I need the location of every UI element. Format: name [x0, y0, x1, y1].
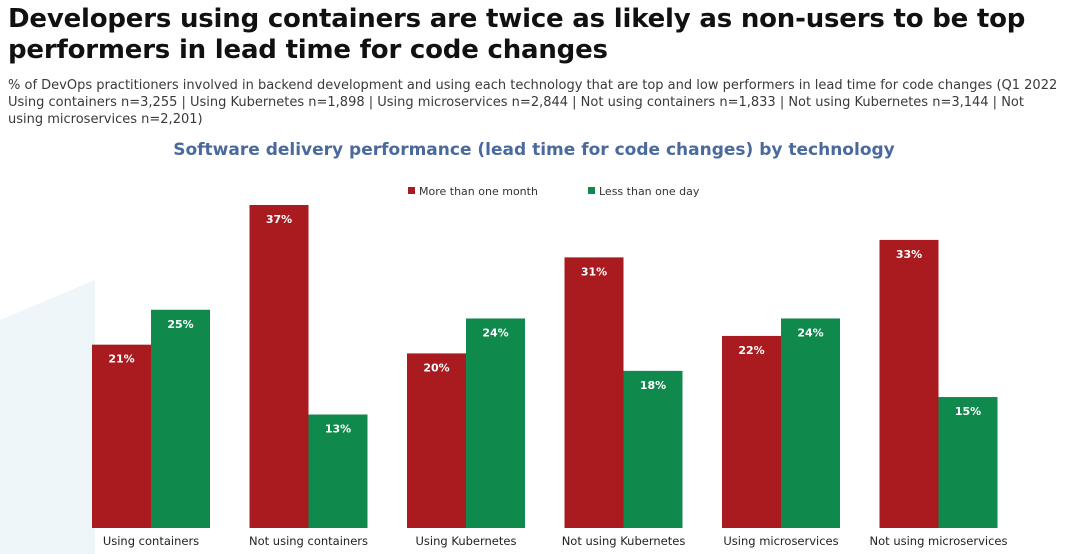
category-label: Using microservices — [723, 534, 838, 548]
bar-less-than-one-day — [151, 309, 210, 528]
subtitle: % of DevOps practitioners involved in ba… — [8, 78, 1058, 127]
data-label: 31% — [581, 265, 607, 278]
data-label: 37% — [266, 213, 292, 226]
bar-less-than-one-day — [938, 397, 998, 528]
bar-more-than-one-month — [879, 239, 939, 528]
legend-label: More than one month — [419, 185, 538, 198]
chart-title: Software delivery performance (lead time… — [173, 140, 895, 160]
category-label: Not using containers — [249, 534, 368, 548]
legend-swatch-less-than-one-day — [588, 187, 595, 194]
data-label: 25% — [167, 318, 193, 331]
category-label: Not using Kubernetes — [562, 534, 686, 548]
legend-swatch-more-than-one-month — [408, 187, 415, 194]
data-label: 24% — [482, 326, 508, 339]
category-label: Using containers — [103, 534, 199, 548]
bar-more-than-one-month — [92, 344, 151, 528]
data-label: 21% — [108, 353, 134, 366]
data-label: 20% — [423, 361, 449, 374]
bar-more-than-one-month — [407, 353, 466, 528]
bar-less-than-one-day — [466, 318, 525, 528]
bar-less-than-one-day — [623, 370, 683, 528]
data-label: 18% — [640, 379, 666, 392]
data-label: 22% — [738, 344, 764, 357]
category-label: Using Kubernetes — [416, 534, 517, 548]
bar-more-than-one-month — [249, 204, 309, 529]
bar-less-than-one-day — [308, 414, 368, 528]
bar-more-than-one-month — [722, 335, 781, 528]
headline: Developers using containers are twice as… — [8, 4, 1026, 65]
legend-label: Less than one day — [599, 185, 700, 198]
data-label: 24% — [797, 326, 823, 339]
data-label: 13% — [325, 423, 351, 436]
bar-more-than-one-month — [564, 257, 624, 528]
data-label: 33% — [896, 248, 922, 261]
data-label: 15% — [955, 405, 981, 418]
bar-less-than-one-day — [781, 318, 840, 528]
category-label: Not using microservices — [870, 534, 1008, 548]
